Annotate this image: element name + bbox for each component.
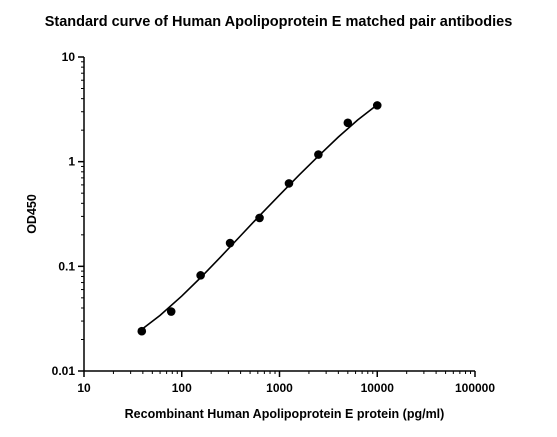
- y-tick-label: 0.1: [58, 259, 75, 273]
- axes: [83, 57, 475, 372]
- data-points: [137, 101, 382, 336]
- data-point: [255, 213, 264, 223]
- y-tick-label: 10: [62, 50, 76, 64]
- data-point: [314, 150, 323, 159]
- x-tick-label: 100000: [455, 381, 495, 395]
- chart-title: Standard curve of Human Apolipoprotein E…: [44, 14, 513, 30]
- data-point: [225, 238, 235, 248]
- x-tick-label: 10: [77, 381, 91, 395]
- x-axis-label: Recombinant Human Apolipoprotein E prote…: [125, 407, 445, 421]
- y-axis-label: OD450: [25, 194, 39, 234]
- data-point: [166, 307, 176, 316]
- data-point: [343, 118, 353, 128]
- y-tick-label: 1: [68, 155, 75, 169]
- data-point: [196, 271, 205, 280]
- data-point: [137, 326, 147, 336]
- x-tick-label: 10000: [361, 381, 395, 395]
- y-axis-ticks: 0.01 0.1 1 10: [52, 50, 84, 378]
- y-tick-label: 0.01: [52, 364, 76, 378]
- x-tick-label: 1000: [266, 381, 293, 395]
- x-axis-ticks: 10 100 1000 10000 100000: [77, 371, 495, 395]
- data-point: [372, 101, 382, 110]
- x-tick-label: 100: [172, 381, 192, 395]
- data-point: [284, 179, 294, 188]
